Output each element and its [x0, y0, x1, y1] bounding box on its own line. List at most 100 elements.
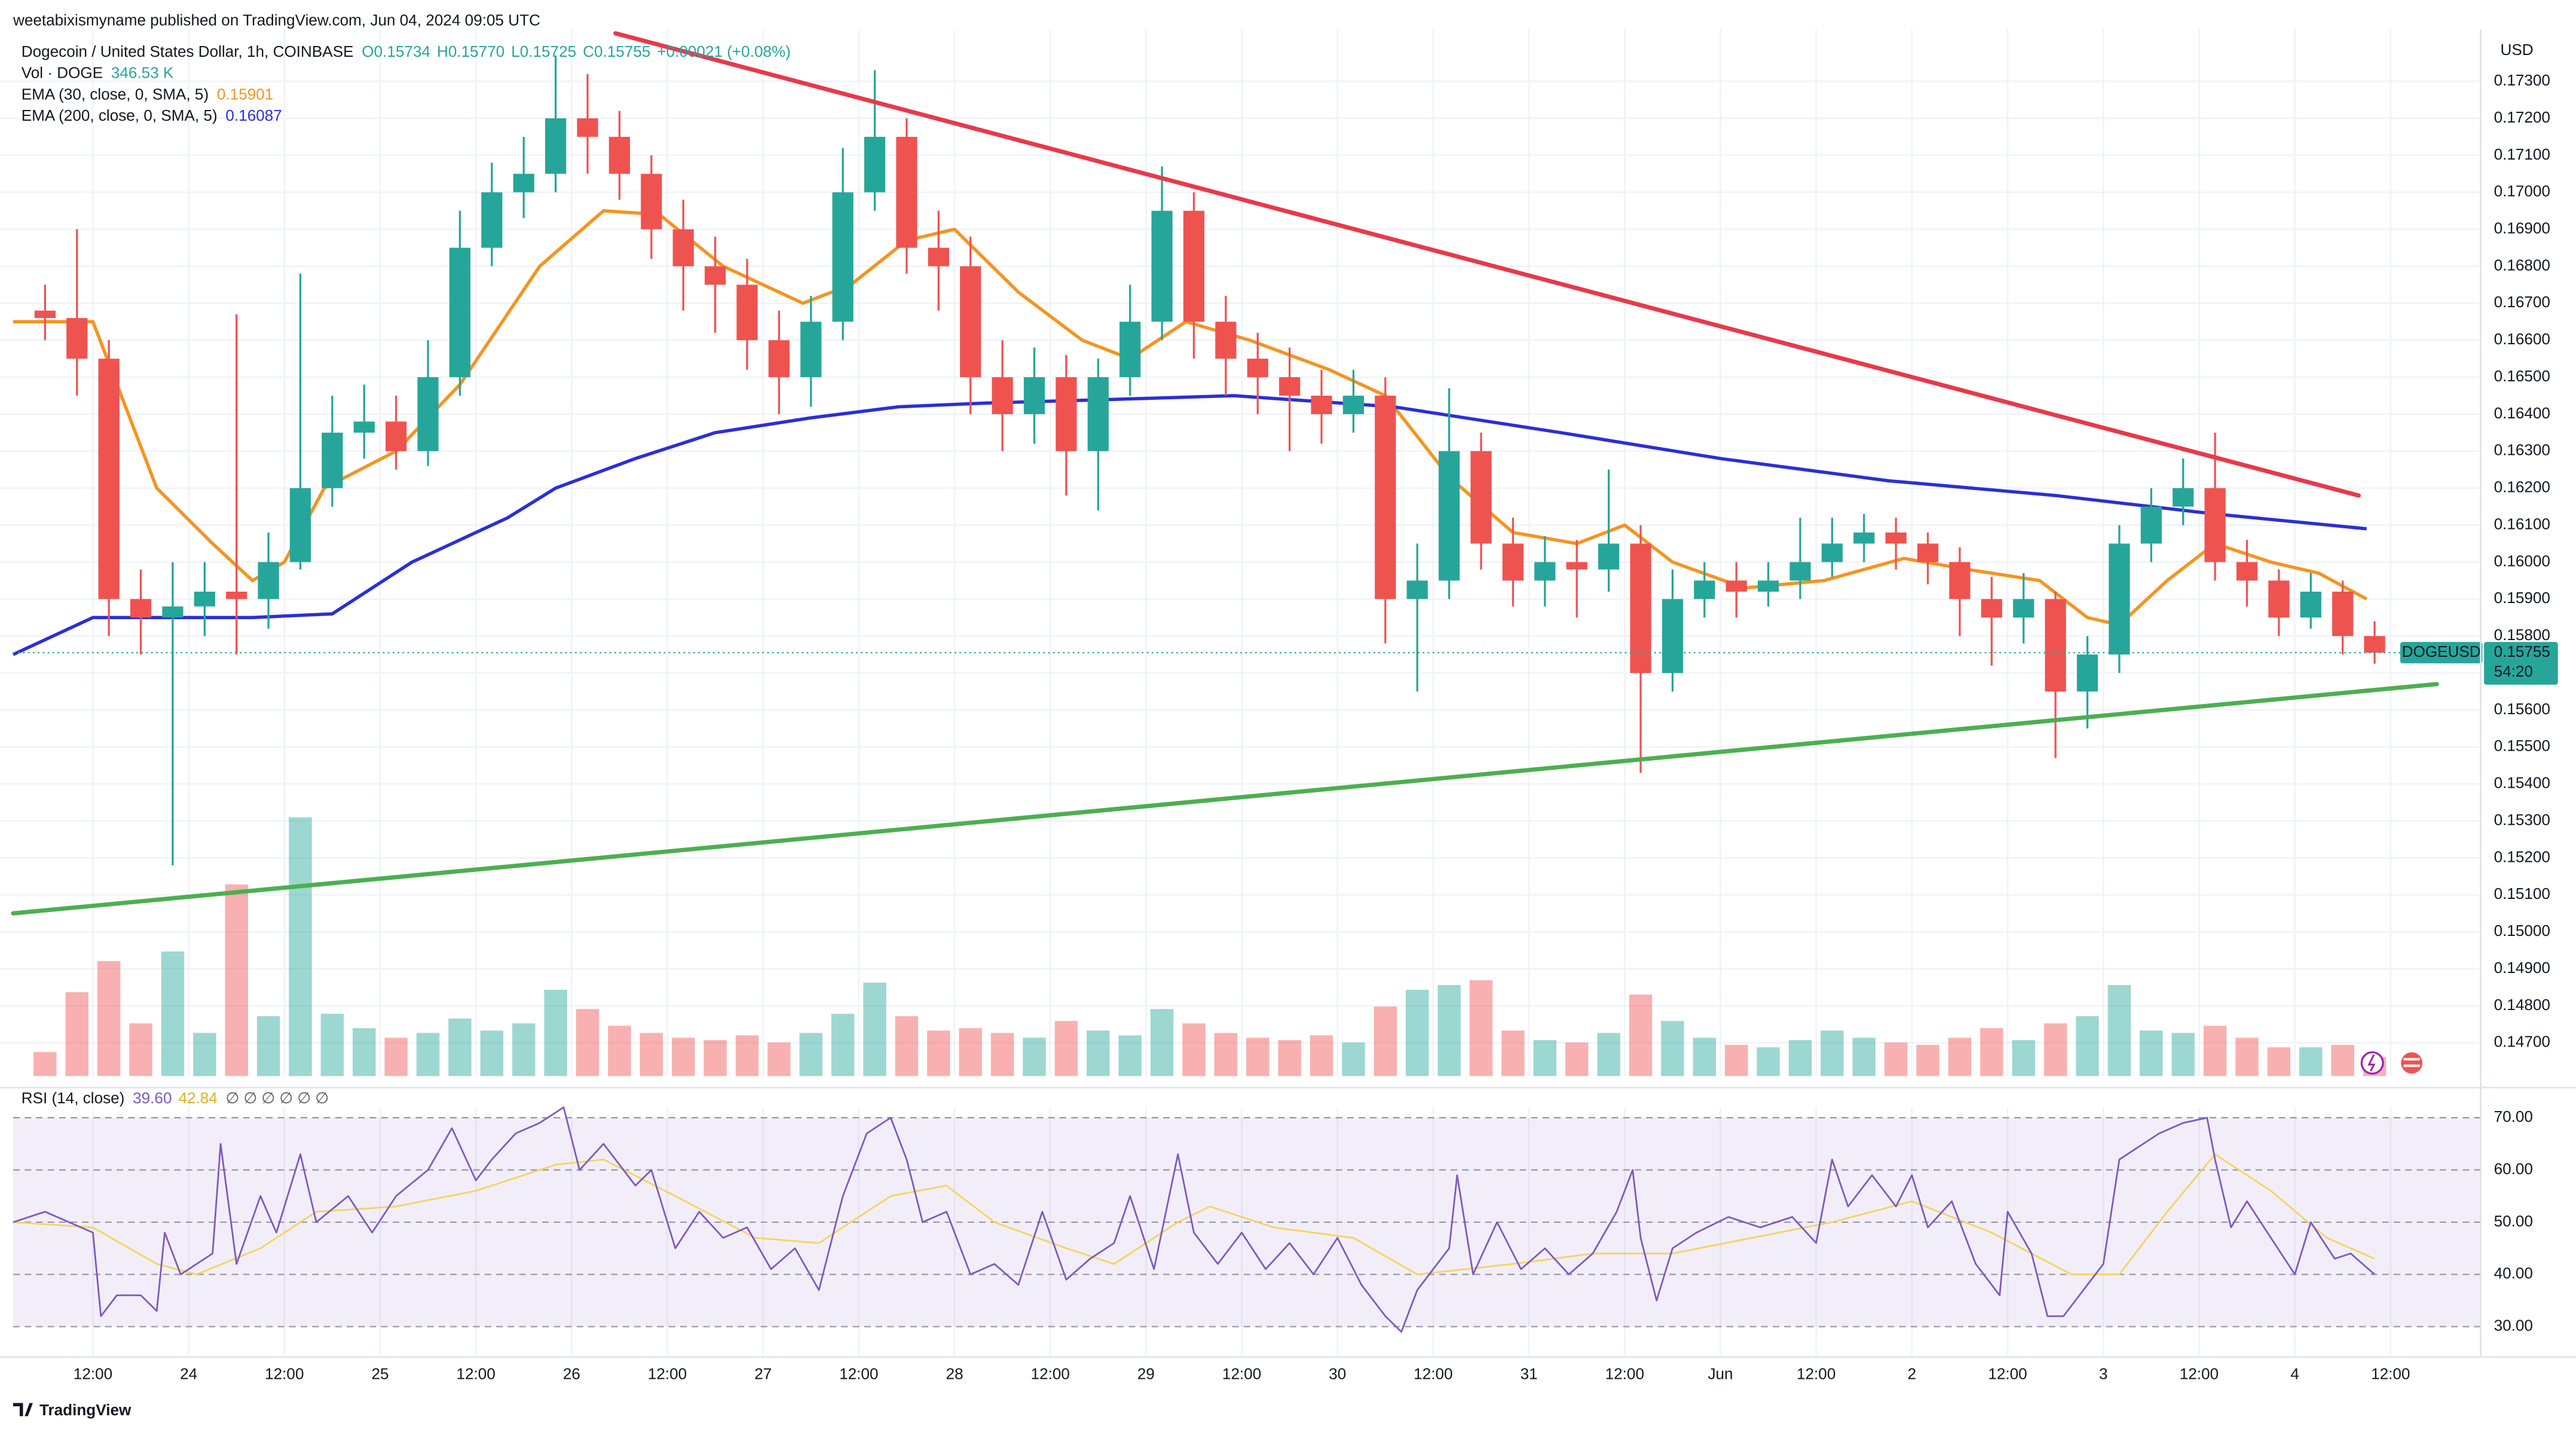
candle-body — [1151, 210, 1173, 322]
volume-layer — [33, 817, 2387, 1076]
y-tick-label: 0.16700 — [2494, 293, 2550, 311]
rsi-value: 39.60 — [133, 1089, 172, 1107]
volume-bar — [735, 1035, 759, 1076]
x-tick-label: 30 — [1329, 1365, 1346, 1383]
volume-bar — [927, 1030, 950, 1076]
volume-bar — [1533, 1040, 1557, 1076]
rsi-ma-line — [13, 1153, 2375, 1275]
candle-body — [1726, 580, 1747, 592]
candle-body — [1662, 599, 1684, 674]
brand-logo — [13, 1403, 33, 1416]
volume-bar — [608, 1026, 631, 1076]
candle-body — [1375, 396, 1396, 599]
x-tick-label: 25 — [371, 1365, 388, 1383]
volume-bar — [448, 1018, 472, 1076]
x-tick-label: 12:00 — [2371, 1365, 2410, 1383]
volume-bar — [1087, 1030, 1110, 1076]
volume-bar — [2299, 1047, 2323, 1076]
y-tick-label: 0.16100 — [2494, 515, 2550, 533]
volume-bar — [65, 992, 88, 1076]
rsi-pane — [13, 1106, 2481, 1333]
symbol-tag-label: DOGEUSD — [2402, 642, 2481, 660]
legend-rsi: RSI (14, close) 39.60 42.84 ∅ ∅ ∅ ∅ ∅ ∅ — [22, 1089, 329, 1107]
candle-body — [130, 599, 152, 618]
ema-value: 0.16087 — [225, 106, 282, 124]
candle-body — [736, 284, 758, 341]
candle-body — [1598, 543, 1620, 570]
trendline-layer — [11, 31, 2481, 916]
quote-low: L0.15725 — [511, 42, 576, 60]
volume-bar — [225, 884, 248, 1076]
ema-line — [12, 394, 2367, 656]
candle-body — [1439, 451, 1460, 581]
x-tick-label: Jun — [1708, 1365, 1733, 1383]
volume-bar — [1788, 1040, 1812, 1076]
candle-body — [1566, 562, 1587, 570]
candle-body — [641, 173, 662, 230]
flag-icon[interactable] — [2401, 1052, 2422, 1074]
x-tick-label: 12:00 — [457, 1365, 495, 1383]
x-tick-label: 24 — [180, 1365, 197, 1383]
candle-body — [1853, 532, 1875, 544]
candle-body — [449, 247, 471, 378]
candle-body — [1247, 359, 1268, 378]
legend-main: Dogecoin / United States Dollar, 1h, COI… — [22, 42, 791, 60]
volume-bar — [161, 951, 185, 1076]
x-tick-label: 4 — [2290, 1365, 2299, 1383]
candle-body — [1183, 210, 1205, 322]
volume-bar — [959, 1028, 982, 1076]
y-tick-label: 0.15300 — [2494, 810, 2550, 828]
candle-body — [2268, 580, 2290, 618]
volume-bar — [2107, 985, 2131, 1076]
candle-body — [2173, 488, 2194, 507]
legend-ema30: EMA (30, close, 0, SMA, 5) 0.15901 — [22, 85, 274, 103]
rsi-name: RSI (14, close) — [22, 1089, 125, 1107]
y-tick-label: 0.16900 — [2494, 219, 2550, 237]
x-tick-label: 3 — [2099, 1365, 2108, 1383]
candle-body — [832, 192, 853, 322]
volume-bar — [480, 1030, 504, 1076]
volume-value: 346.53 K — [111, 64, 174, 82]
volume-bar — [1246, 1038, 1269, 1076]
y-tick-label: 0.16400 — [2494, 404, 2550, 422]
candle-body — [417, 377, 439, 451]
candle-body — [705, 266, 726, 285]
candle-body — [34, 310, 56, 319]
legend-volume: Vol · DOGE 346.53 K — [22, 64, 174, 82]
candle-body — [2076, 654, 2098, 691]
volume-bar — [2140, 1030, 2163, 1076]
volume-bar — [2171, 1033, 2195, 1076]
alert-icon[interactable] — [2360, 1051, 2384, 1075]
alert-bolt — [2367, 1054, 2376, 1072]
candle-body — [2332, 591, 2354, 637]
x-tick-label: 27 — [754, 1365, 772, 1383]
volume-bar — [1023, 1038, 1046, 1076]
trendline — [613, 31, 2361, 498]
candle-body — [1119, 322, 1141, 378]
x-tick-label: 12:00 — [1414, 1365, 1452, 1383]
volume-bar — [1980, 1028, 2003, 1076]
candle-body — [1023, 377, 1045, 414]
candle-body — [98, 359, 120, 599]
y-tick-label: 0.15200 — [2494, 847, 2550, 865]
volume-bar — [193, 1033, 216, 1076]
candle-body — [1215, 322, 1237, 359]
x-tick-label: 12:00 — [1222, 1365, 1261, 1383]
volume-bar — [2012, 1040, 2035, 1076]
candle-body — [1821, 543, 1843, 562]
candle-body — [1470, 451, 1492, 544]
price-tag-value: 0.15755 — [2494, 642, 2550, 660]
volume-bar — [1278, 1040, 1301, 1076]
x-tick-label: 28 — [946, 1365, 963, 1383]
candle-body — [768, 340, 790, 378]
volume-bar — [1821, 1030, 1844, 1076]
quote-change: +0.00021 (+0.08%) — [657, 42, 791, 60]
volume-bar — [1597, 1033, 1620, 1076]
rsi-tick-label: 50.00 — [2494, 1212, 2533, 1230]
volume-bar — [1852, 1038, 1876, 1076]
volume-bar — [1373, 1006, 1397, 1076]
candle-body — [1885, 532, 1907, 544]
candle-body — [928, 247, 949, 267]
volume-bar — [1469, 980, 1493, 1076]
candle-body — [2109, 543, 2130, 655]
